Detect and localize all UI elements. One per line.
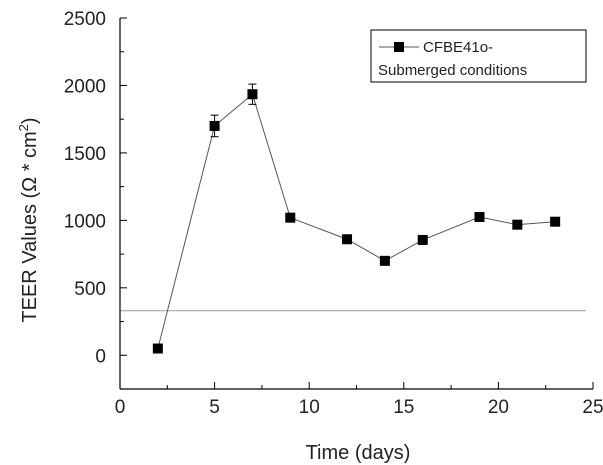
legend-box [370,29,587,83]
data-point [550,216,561,227]
data-point [342,234,353,245]
y-tick-label: 2000 [64,76,106,97]
series-line [157,93,556,349]
y-axis-title: TEER Values (Ω * cm2) [16,117,41,322]
y-axis-title-close: ) [19,117,41,124]
x-tick-label: 20 [488,397,509,418]
data-point [474,211,485,222]
data-point [152,343,163,354]
y-tick-label: 0 [95,346,106,367]
legend-label-line1: CFBE41o- [423,39,493,56]
legend: CFBE41o- Submerged conditions [370,29,587,83]
y-tick-label: 1500 [64,144,106,165]
data-point [247,89,258,100]
x-tick-label: 5 [209,397,220,418]
x-tick-label: 15 [393,397,414,418]
y-axis-title-superscript: 2 [16,124,31,131]
data-point [417,234,428,245]
x-tick-label: 0 [115,397,126,418]
x-axis-title: Time (days) [306,442,411,464]
legend-label-line2: Submerged conditions [378,62,527,79]
data-point [209,120,220,131]
axes-layer: 0 5 10 15 20 25 0 500 1000 1500 2000 2500 [64,9,603,418]
series-layer [152,83,561,354]
data-point [379,255,390,266]
x-tick-label: 25 [582,397,603,418]
y-tick-label: 2500 [64,9,106,30]
x-tick-label: 10 [299,397,320,418]
y-tick-label: 1000 [64,211,106,232]
y-axis-title-main: TEER Values (Ω * cm [19,131,41,322]
legend-marker [394,42,404,52]
y-tick-label: 500 [74,279,106,300]
data-point [285,212,296,223]
data-point [512,219,523,230]
